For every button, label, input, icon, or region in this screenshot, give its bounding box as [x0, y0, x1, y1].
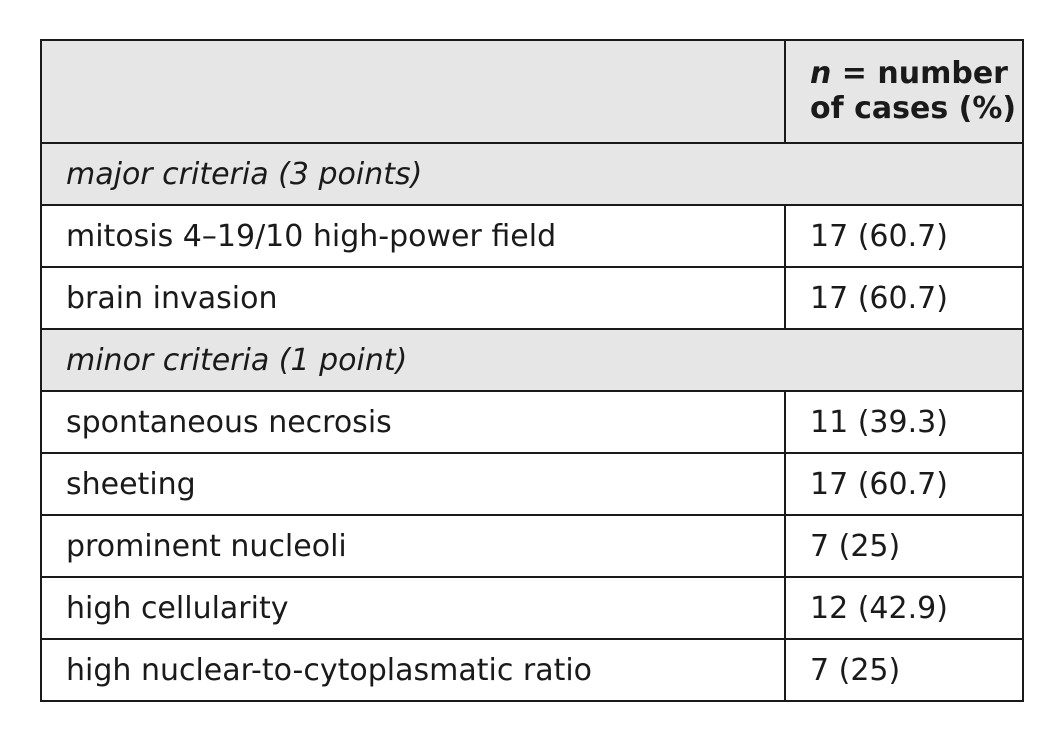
- section-label-minor: minor criteria (1 point): [40, 328, 1024, 392]
- count-cell: 7 (25): [784, 638, 1024, 702]
- table-header-row: n = number of cases (%): [40, 39, 1024, 144]
- count-cell: 12 (42.9): [784, 576, 1024, 640]
- count-cell: 17 (60.7): [784, 452, 1024, 516]
- criterion-cell: prominent nucleoli: [40, 514, 786, 578]
- header-count-cell: n = number of cases (%): [784, 39, 1024, 144]
- count-cell: 17 (60.7): [784, 266, 1024, 330]
- criterion-cell: spontaneous necrosis: [40, 390, 786, 454]
- criterion-cell: sheeting: [40, 452, 786, 516]
- table-row: mitosis 4–19/10 high-power field 17 (60.…: [40, 204, 1024, 268]
- criterion-cell: brain invasion: [40, 266, 786, 330]
- header-n-variable: n: [810, 56, 832, 91]
- count-cell: 17 (60.7): [784, 204, 1024, 268]
- criterion-cell: mitosis 4–19/10 high-power field: [40, 204, 786, 268]
- table-row: sheeting 17 (60.7): [40, 452, 1024, 516]
- header-count-line1: = number: [831, 56, 1008, 91]
- section-row-major: major criteria (3 points): [40, 142, 1024, 206]
- table-row: brain invasion 17 (60.7): [40, 266, 1024, 330]
- criteria-table: n = number of cases (%) major criteria (3…: [40, 39, 1024, 702]
- count-cell: 7 (25): [784, 514, 1024, 578]
- table-row: spontaneous necrosis 11 (39.3): [40, 390, 1024, 454]
- table-row: high nuclear-to-cytoplasmatic ratio 7 (2…: [40, 638, 1024, 702]
- section-row-minor: minor criteria (1 point): [40, 328, 1024, 392]
- count-cell: 11 (39.3): [784, 390, 1024, 454]
- section-label-major: major criteria (3 points): [40, 142, 1024, 206]
- table-row: prominent nucleoli 7 (25): [40, 514, 1024, 578]
- criterion-cell: high cellularity: [40, 576, 786, 640]
- criterion-cell: high nuclear-to-cytoplasmatic ratio: [40, 638, 786, 702]
- header-criterion-cell: [40, 39, 786, 144]
- table-row: high cellularity 12 (42.9): [40, 576, 1024, 640]
- header-count-line2: of cases (%): [810, 90, 1017, 126]
